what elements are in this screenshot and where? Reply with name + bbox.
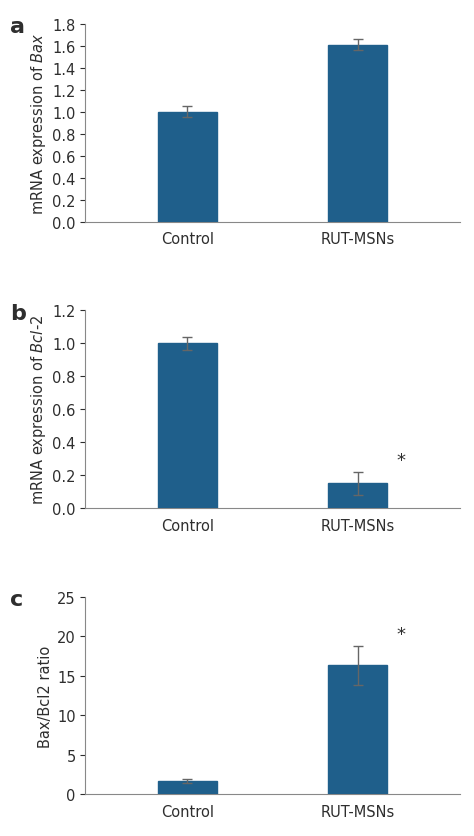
Text: *: * (397, 451, 406, 469)
Text: c: c (10, 589, 24, 609)
Y-axis label: mRNA expression of $Bcl$-$2$: mRNA expression of $Bcl$-$2$ (29, 314, 48, 505)
Y-axis label: Bax/Bcl2 ratio: Bax/Bcl2 ratio (37, 645, 53, 747)
Bar (328, 665, 387, 794)
Y-axis label: mRNA expression of $Bax$: mRNA expression of $Bax$ (29, 33, 48, 215)
Bar (158, 781, 217, 794)
Text: *: * (397, 625, 406, 643)
Bar (158, 113, 217, 222)
Text: a: a (10, 18, 26, 37)
Bar (328, 483, 387, 508)
Text: b: b (10, 303, 26, 324)
Bar (328, 46, 387, 222)
Bar (158, 344, 217, 508)
